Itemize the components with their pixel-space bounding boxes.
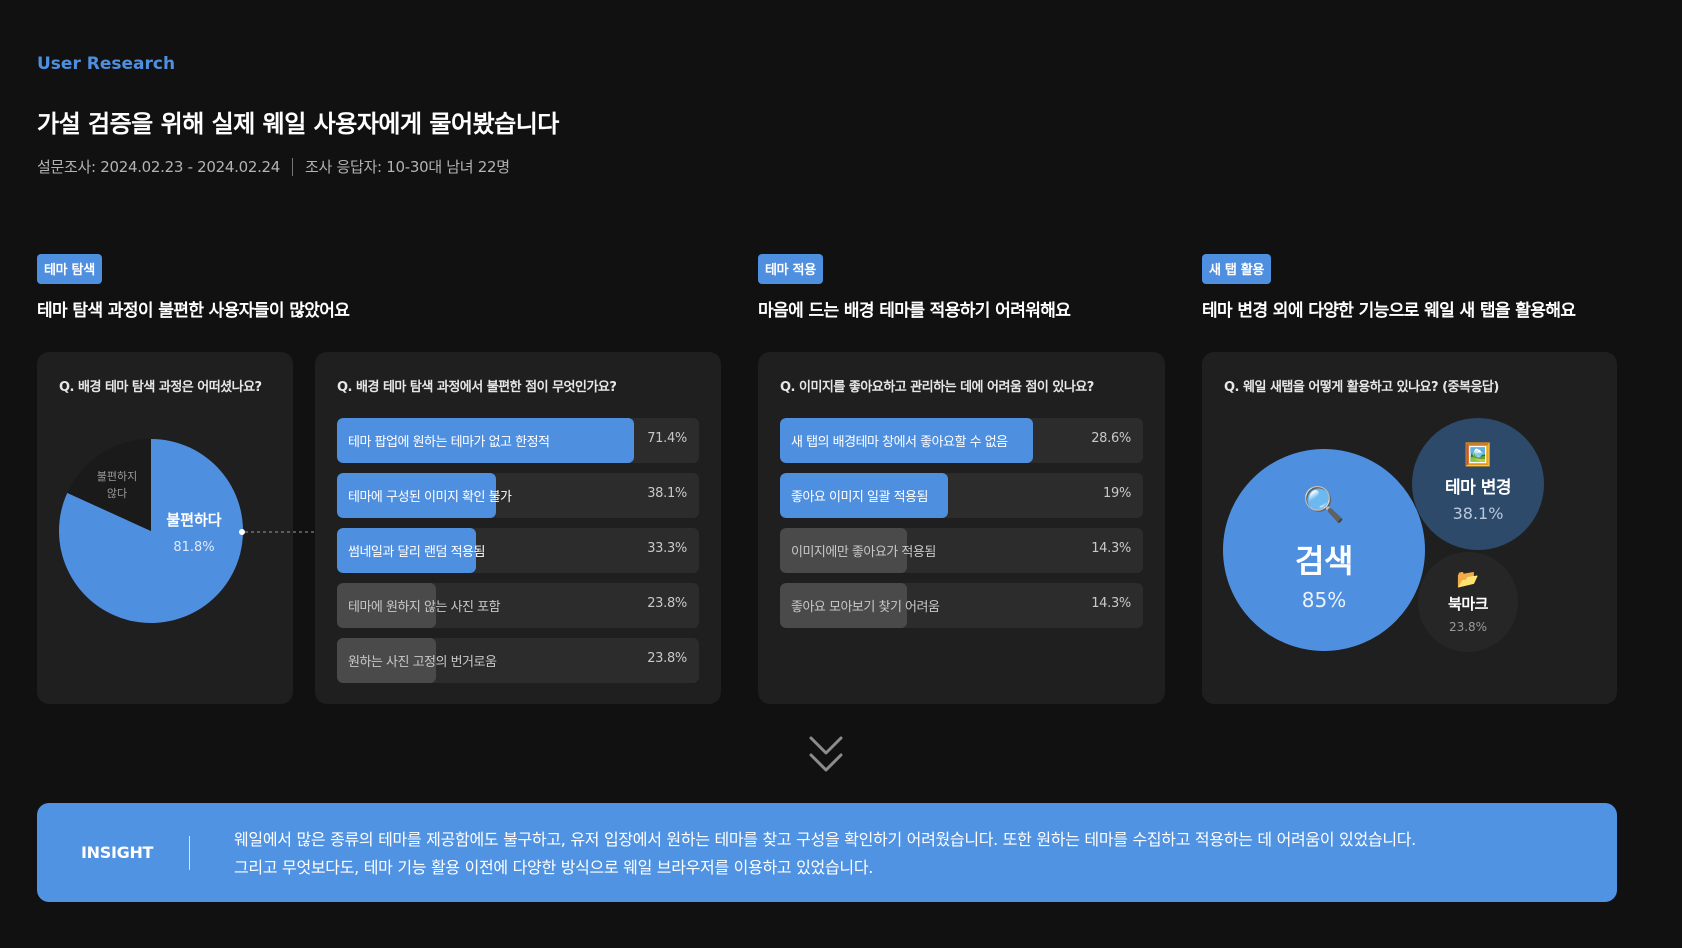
bar-value: 23.8%	[647, 651, 687, 666]
bar-label: 테마에 구성된 이미지 확인 불가	[348, 490, 512, 505]
section-newtab-usage: 새 탭 활용 테마 변경 외에 다양한 기능으로 웨일 새 탭을 활용해요	[1202, 254, 1576, 321]
bar-fill	[780, 418, 1034, 463]
pie-slice-not-inconvenient	[67, 439, 151, 531]
insight-line: 웨일에서 많은 종류의 테마를 제공함에도 불구하고, 유저 입장에서 원하는 …	[234, 830, 1416, 849]
bar-fill	[780, 528, 907, 573]
insight-label: INSIGHT	[81, 843, 154, 862]
bar-row: 새 탭의 배경테마 창에서 좋아요할 수 없음 28.6%	[780, 418, 1143, 463]
bar-label: 새 탭의 배경테마 창에서 좋아요할 수 없음	[791, 435, 1008, 450]
section-title: 테마 변경 외에 다양한 기능으로 웨일 새 탭을 활용해요	[1202, 301, 1576, 321]
pie-label-secondary: 않다	[107, 487, 127, 500]
bar-value: 14.3%	[1091, 541, 1131, 556]
bar-value: 23.8%	[647, 596, 687, 611]
section-title: 마음에 드는 배경 테마를 적용하기 어려워해요	[758, 301, 1071, 321]
bar-value: 38.1%	[647, 486, 687, 501]
bar-row: 좋아요 모아보기 찾기 어려움 14.3%	[780, 583, 1143, 628]
bubble-label: 테마 변경	[1445, 478, 1511, 498]
pie-label-main: 불편하다	[166, 511, 221, 529]
bar-fill	[337, 528, 476, 573]
pie-label-secondary: 불편하지	[97, 469, 137, 483]
folder-icon: 📂	[1456, 568, 1480, 590]
bar-row: 테마 팝업에 원하는 테마가 없고 한정적 71.4%	[337, 418, 699, 463]
bubble-magnifier: 🔍 검색 85%	[1223, 449, 1425, 651]
bar-fill	[780, 473, 949, 518]
bar-label: 테마에 원하지 않는 사진 포함	[348, 600, 501, 615]
chart-question: Q. 이미지를 좋아요하고 관리하는 데에 어려움 점이 있나요?	[780, 380, 1094, 395]
picture-icon: 🖼️	[1464, 443, 1492, 468]
survey-meta: 설문조사: 2024.02.23 - 2024.02.24 조사 응답자: 10…	[37, 156, 510, 177]
bubble-chart-card: Q. 웨일 새탭을 어떻게 활용하고 있나요? (중복응답) 🔍 검색 85% 🖼️ 테…	[1202, 352, 1617, 704]
bar-fill	[337, 418, 635, 463]
bar-row: 테마에 구성된 이미지 확인 불가 38.1%	[337, 473, 699, 518]
bar-chart-card-apply: Q. 이미지를 좋아요하고 관리하는 데에 어려움 점이 있나요? 새 탭의 배…	[758, 352, 1165, 704]
bubble-picture: 🖼️ 테마 변경 38.1%	[1412, 418, 1544, 550]
chevron-down-icon	[809, 736, 843, 772]
section-tag: 테마 적용	[758, 254, 823, 284]
insight-line: 그리고 무엇보다도, 테마 기능 활용 이전에 다양한 방식으로 웨일 브라우저…	[234, 858, 874, 877]
bar-fill	[337, 473, 496, 518]
connector-dot	[239, 529, 245, 535]
section-tag: 테마 탐색	[37, 254, 102, 284]
bar-value: 33.3%	[647, 541, 687, 556]
magnifier-icon: 🔍	[1302, 485, 1346, 525]
bar-fill	[780, 583, 907, 628]
bar-row: 썸네일과 달리 랜덤 적용됨 33.3%	[337, 528, 699, 573]
bubble-value: 85%	[1301, 588, 1347, 612]
survey-respondents: 조사 응답자: 10-30대 남녀 22명	[305, 158, 510, 176]
bar-label: 이미지에만 좋아요가 적용됨	[791, 545, 936, 560]
bubble-folder: 📂 북마크 23.8%	[1418, 552, 1518, 652]
bubble-value: 23.8%	[1448, 619, 1488, 634]
connector-line	[239, 529, 316, 535]
chart-question: Q. 배경 테마 탐색 과정은 어떠셨나요?	[59, 380, 262, 395]
bar-label: 썸네일과 달리 랜덤 적용됨	[348, 545, 485, 560]
bar-row: 원하는 사진 고정의 번거로움 23.8%	[337, 638, 699, 683]
section-theme-apply: 테마 적용 마음에 드는 배경 테마를 적용하기 어려워해요	[758, 254, 1071, 321]
survey-period: 설문조사: 2024.02.23 - 2024.02.24	[37, 158, 281, 176]
bar-list: 테마 팝업에 원하는 테마가 없고 한정적 71.4% 테마에 구성된 이미지 확인…	[337, 418, 699, 693]
section-tag: 새 탭 활용	[1202, 254, 1272, 284]
insight-divider	[189, 836, 190, 870]
chart-question: Q. 배경 테마 탐색 과정에서 불편한 점이 무엇인가요?	[337, 380, 617, 395]
bubble-value: 38.1%	[1452, 504, 1504, 523]
bar-row: 테마에 원하지 않는 사진 포함 23.8%	[337, 583, 699, 628]
bar-value: 19%	[1103, 486, 1131, 501]
bar-fill	[337, 583, 437, 628]
bar-fill	[337, 638, 437, 683]
bar-label: 좋아요 모아보기 찾기 어려움	[791, 600, 940, 615]
bubble-label: 검색	[1295, 542, 1353, 580]
section-eyebrow: User Research	[37, 54, 176, 74]
bar-chart-card-explore: Q. 배경 테마 탐색 과정에서 불편한 점이 무엇인가요? 테마 팝업에 원하…	[315, 352, 721, 704]
section-title: 테마 탐색 과정이 불편한 사용자들이 많았어요	[37, 301, 350, 321]
pie-slice-inconvenient	[58, 439, 243, 623]
bar-value: 14.3%	[1091, 596, 1131, 611]
page-title: 가설 검증을 위해 실제 웨일 사용자에게 물어봤습니다	[37, 110, 559, 138]
section-theme-explore: 테마 탐색 테마 탐색 과정이 불편한 사용자들이 많았어요	[37, 254, 350, 321]
bar-label: 원하는 사진 고정의 번거로움	[348, 655, 497, 670]
insight-banner: INSIGHT 웨일에서 많은 종류의 테마를 제공함에도 불구하고, 유저 입…	[37, 803, 1617, 902]
bar-value: 28.6%	[1091, 431, 1131, 446]
bar-row: 이미지에만 좋아요가 적용됨 14.3%	[780, 528, 1143, 573]
bar-label: 좋아요 이미지 일괄 적용됨	[791, 490, 928, 505]
meta-divider	[292, 157, 294, 176]
bar-list: 새 탭의 배경테마 창에서 좋아요할 수 없음 28.6% 좋아요 이미지 일괄 적…	[780, 418, 1143, 638]
bar-row: 좋아요 이미지 일괄 적용됨 19%	[780, 473, 1143, 518]
bar-label: 테마 팝업에 원하는 테마가 없고 한정적	[348, 435, 550, 450]
chart-question: Q. 웨일 새탭을 어떻게 활용하고 있나요? (중복응답)	[1224, 380, 1499, 395]
bubble-label: 북마크	[1448, 594, 1488, 613]
insight-text: 웨일에서 많은 종류의 테마를 제공함에도 불구하고, 유저 입장에서 원하는 …	[234, 826, 1416, 882]
pie-value-main: 81.8%	[173, 540, 214, 555]
bar-value: 71.4%	[647, 431, 687, 446]
